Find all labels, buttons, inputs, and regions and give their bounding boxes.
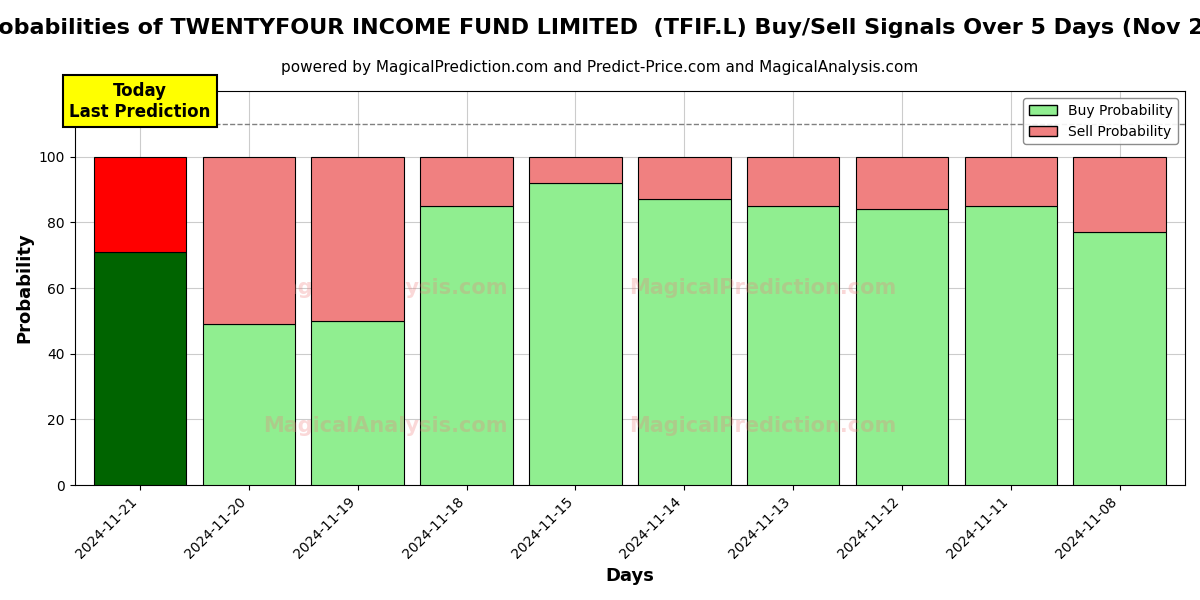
Text: MagicalAnalysis.com: MagicalAnalysis.com — [263, 278, 508, 298]
Bar — [1074, 157, 1166, 232]
Text: MagicalPrediction.com: MagicalPrediction.com — [630, 278, 896, 298]
Bar — [529, 183, 622, 485]
Bar — [746, 157, 839, 206]
Bar — [203, 157, 295, 324]
Legend: Buy Probability, Sell Probability: Buy Probability, Sell Probability — [1024, 98, 1178, 144]
Bar — [965, 157, 1057, 206]
Bar — [746, 206, 839, 485]
Bar — [94, 157, 186, 252]
Bar — [529, 157, 622, 183]
Text: MagicalAnalysis.com: MagicalAnalysis.com — [263, 416, 508, 436]
X-axis label: Days: Days — [605, 567, 654, 585]
Bar — [965, 206, 1057, 485]
Bar — [420, 157, 512, 206]
Bar — [203, 324, 295, 485]
Bar — [94, 252, 186, 485]
Bar — [312, 321, 404, 485]
Bar — [856, 209, 948, 485]
Y-axis label: Probability: Probability — [16, 233, 34, 343]
Bar — [638, 157, 731, 199]
Bar — [1074, 232, 1166, 485]
Bar — [856, 157, 948, 209]
Text: MagicalPrediction.com: MagicalPrediction.com — [630, 416, 896, 436]
Bar — [312, 157, 404, 321]
Text: Today
Last Prediction: Today Last Prediction — [70, 82, 211, 121]
Text: Probabilities of TWENTYFOUR INCOME FUND LIMITED  (TFIF.L) Buy/Sell Signals Over : Probabilities of TWENTYFOUR INCOME FUND … — [0, 18, 1200, 38]
Bar — [638, 199, 731, 485]
Bar — [420, 206, 512, 485]
Text: powered by MagicalPrediction.com and Predict-Price.com and MagicalAnalysis.com: powered by MagicalPrediction.com and Pre… — [281, 60, 919, 75]
